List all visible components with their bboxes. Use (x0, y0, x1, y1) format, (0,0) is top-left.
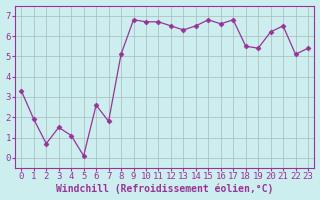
X-axis label: Windchill (Refroidissement éolien,°C): Windchill (Refroidissement éolien,°C) (56, 184, 273, 194)
